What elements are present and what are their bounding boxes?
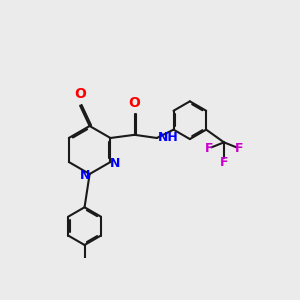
Text: O: O <box>74 87 86 101</box>
Text: F: F <box>235 142 244 155</box>
Text: O: O <box>129 96 140 110</box>
Text: N: N <box>110 158 120 170</box>
Text: F: F <box>220 156 228 169</box>
Text: N: N <box>80 169 90 182</box>
Text: NH: NH <box>158 131 179 144</box>
Text: F: F <box>205 142 213 155</box>
